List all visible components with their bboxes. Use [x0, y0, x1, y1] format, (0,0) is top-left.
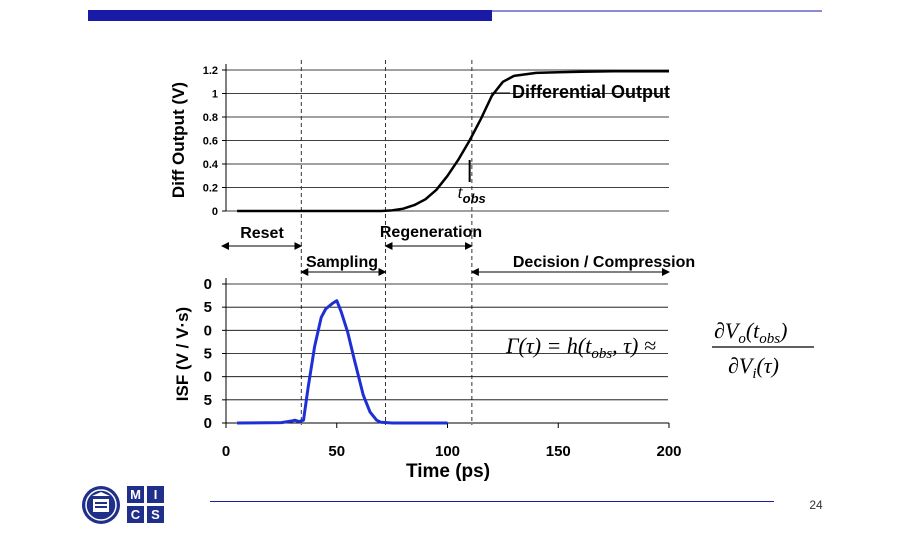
sampling-label: Sampling — [306, 254, 378, 271]
bottom-y-tick-label: 0 — [204, 415, 212, 432]
logo-letter-c: C — [127, 506, 144, 523]
isf-line — [237, 299, 448, 425]
bottom-y-tick-label: 5 — [204, 392, 212, 409]
mics-logo: M I C S — [127, 486, 165, 524]
bottom-y-tick-label: 5 — [204, 299, 212, 316]
header-bar — [88, 10, 492, 21]
regeneration-label: Regeneration — [380, 224, 482, 241]
tick-label-mask — [196, 278, 202, 430]
tobs-label: tobs — [458, 182, 486, 206]
formula-lhs: Γ(τ) = h(t — [505, 333, 592, 358]
differential-output-label: Differential Output — [512, 82, 670, 102]
top-y-tick-label: 0.2 — [203, 183, 218, 195]
formula-num-arg-sub: obs — [759, 331, 780, 347]
logo-letter-s: S — [147, 506, 164, 523]
svg-text:Γ(τ) = h(tobs, τ) ≈: Γ(τ) = h(tobs, τ) ≈ — [505, 333, 656, 362]
bottom-y-tick-label: 5 — [204, 346, 212, 363]
top-y-tick-label: 0.4 — [203, 159, 219, 171]
top-chart: 0 0.2 0.4 0.6 0.8 1 1.2 Diff Output (V) Differen… — [169, 60, 670, 425]
bottom-x-tick-label: 150 — [546, 443, 571, 460]
formula-den: ∂V — [728, 353, 755, 378]
formula-num-arg: (t — [746, 318, 760, 343]
formula-num-sub: o — [738, 331, 746, 347]
tobs-sub: obs — [463, 191, 486, 206]
bottom-x-tick-label: 0 — [222, 443, 230, 460]
footer-rule — [210, 501, 774, 502]
formula-num: ∂V — [714, 318, 741, 343]
bottom-x-tick-label: 50 — [328, 443, 345, 460]
differential-output-line — [237, 69, 669, 213]
top-y-axis-label: Diff Output (V) — [169, 82, 188, 198]
university-seal-icon — [82, 486, 120, 524]
logo-letter-i: I — [147, 486, 164, 503]
top-y-tick-label: 0 — [212, 206, 218, 218]
logo-letter-m: M — [127, 486, 144, 503]
decision-label: Decision / Compression — [513, 254, 695, 271]
bottom-y-tick-label: 0 — [204, 369, 212, 386]
formula-den-sub: i — [752, 366, 756, 382]
formula-den-arg: (τ) — [756, 353, 779, 378]
isf-formula: Γ(τ) = h(tobs, τ) ≈ ∂Vo(tobs) ∂Vi(τ) — [505, 318, 814, 382]
svg-text:∂Vi(τ): ∂Vi(τ) — [728, 353, 779, 382]
bottom-x-axis-label: Time (ps) — [406, 461, 490, 482]
bottom-y-axis-label: ISF (V / V·s) — [173, 307, 192, 401]
top-y-tick-label: 1 — [212, 89, 218, 101]
formula-num-close: ) — [778, 318, 787, 343]
bottom-y-tick-label: 0 — [204, 322, 212, 339]
top-y-tick-label: 0.6 — [203, 136, 218, 148]
page-number: 24 — [809, 498, 823, 512]
formula-lhs-tail: , τ) ≈ — [612, 333, 656, 358]
reset-label: Reset — [240, 225, 284, 242]
tobs-t: t — [458, 182, 464, 202]
top-y-tick-label: 1.2 — [203, 65, 218, 77]
top-y-tick-label: 0.8 — [203, 112, 218, 124]
formula-lhs-sub: obs — [591, 346, 612, 362]
bottom-x-tick-label: 100 — [435, 443, 460, 460]
bottom-x-tick-label: 200 — [656, 443, 681, 460]
bottom-y-tick-label: 0 — [204, 276, 212, 293]
svg-text:∂Vo(tobs): ∂Vo(tobs) — [714, 318, 787, 347]
